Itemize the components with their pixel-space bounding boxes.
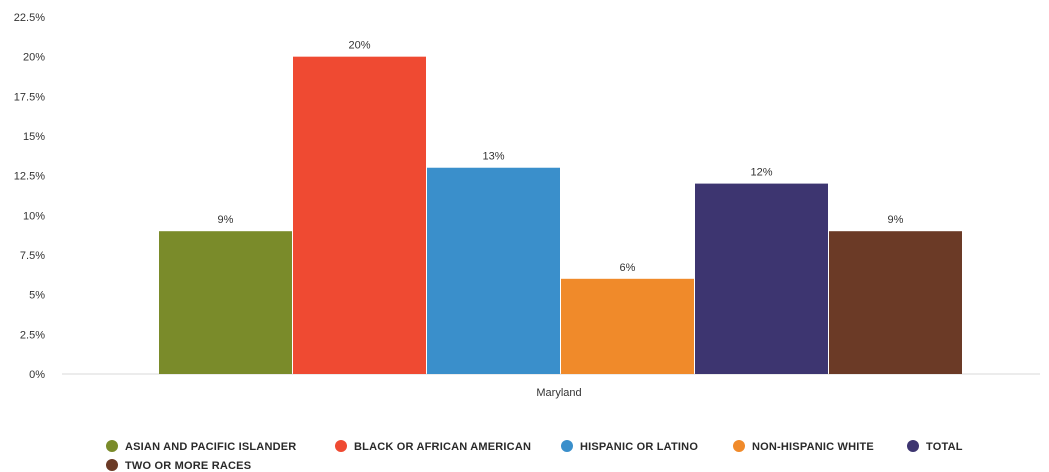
legend-label: HISPANIC OR LATINO	[580, 441, 698, 453]
legend-swatch	[106, 459, 118, 471]
legend-item: HISPANIC OR LATINO	[561, 440, 698, 453]
legend-label: TWO OR MORE RACES	[125, 460, 251, 472]
bar-non-hispanic-white	[561, 278, 694, 374]
legend-item: NON-HISPANIC WHITE	[733, 440, 874, 453]
data-label: 20%	[348, 40, 370, 52]
data-labels-group: 9% 20% 13% 6% 12% 9%	[218, 40, 904, 274]
legend: ASIAN AND PACIFIC ISLANDER BLACK OR AFRIC…	[106, 440, 963, 472]
y-tick-label: 15%	[23, 131, 45, 143]
y-tick-label: 10%	[23, 210, 45, 222]
y-tick-label: 20%	[23, 52, 45, 64]
y-axis: 0% 2.5% 5% 7.5% 10% 12.5% 15% 17.5% 20% 22.5%	[14, 12, 45, 381]
legend-item: BLACK OR AFRICAN AMERICAN	[335, 440, 531, 453]
legend-label: ASIAN AND PACIFIC ISLANDER	[125, 441, 296, 453]
legend-item: TWO OR MORE RACES	[106, 459, 251, 472]
legend-label: BLACK OR AFRICAN AMERICAN	[354, 441, 531, 453]
legend-swatch	[335, 440, 347, 452]
bar-asian-and-pacific-islander	[159, 231, 292, 374]
legend-swatch	[907, 440, 919, 452]
y-tick-label: 5%	[29, 290, 45, 302]
legend-swatch	[106, 440, 118, 452]
y-tick-label: 0%	[29, 369, 45, 381]
bars-group	[159, 56, 962, 375]
data-label: 9%	[218, 214, 234, 226]
y-tick-label: 12.5%	[14, 171, 45, 183]
data-label: 9%	[888, 214, 904, 226]
bar-two-or-more-races	[829, 231, 962, 374]
y-tick-label: 22.5%	[14, 12, 45, 24]
y-tick-label: 2.5%	[20, 329, 45, 341]
legend-swatch	[561, 440, 573, 452]
legend-item: TOTAL	[907, 440, 963, 453]
y-tick-label: 17.5%	[14, 91, 45, 103]
data-label: 13%	[482, 151, 504, 163]
legend-label: NON-HISPANIC WHITE	[752, 441, 874, 453]
legend-swatch	[733, 440, 745, 452]
bar-total	[695, 183, 828, 374]
data-label: 6%	[620, 262, 636, 274]
bar-black-or-african-american	[293, 56, 426, 375]
data-label: 12%	[750, 167, 772, 179]
x-category-label: Maryland	[536, 387, 581, 399]
bar-hispanic-or-latino	[427, 167, 560, 374]
legend-item: ASIAN AND PACIFIC ISLANDER	[106, 440, 296, 453]
legend-label: TOTAL	[926, 441, 963, 453]
y-tick-label: 7.5%	[20, 250, 45, 262]
